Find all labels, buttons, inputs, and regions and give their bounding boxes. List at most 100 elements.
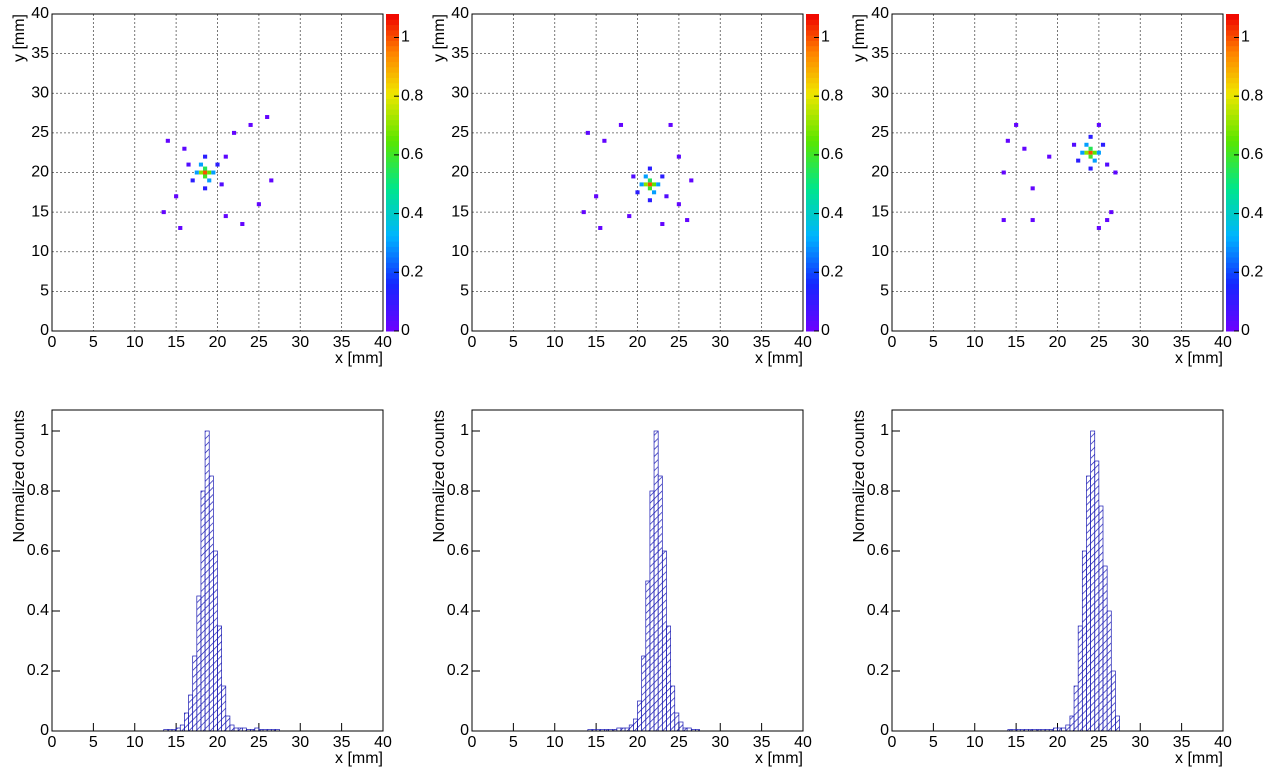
colorbar-tick-label: 0.2 xyxy=(1241,264,1263,281)
x-tick-label: 40 xyxy=(374,734,392,751)
colorbar-segment xyxy=(1226,56,1239,63)
colorbar-segment xyxy=(806,309,819,316)
y-tick-label: 0.8 xyxy=(27,482,49,499)
y-tick-label: 25 xyxy=(451,124,469,141)
heatmap-cell xyxy=(203,174,208,179)
heatmap-cell xyxy=(1109,210,1114,215)
colorbar-segment xyxy=(386,140,399,147)
x-tick-label: 40 xyxy=(794,734,812,751)
y-tick-label: 25 xyxy=(31,124,49,141)
heatmap-cell xyxy=(647,198,652,203)
colorbar-segment xyxy=(806,278,819,284)
colorbar-tick-label: 0.8 xyxy=(401,87,423,104)
x-tick-label: 0 xyxy=(468,734,477,751)
x-tick-label: 35 xyxy=(753,334,771,351)
y-tick-label: 1 xyxy=(460,422,469,439)
heatmap-cell xyxy=(685,218,690,223)
heatmap-cell xyxy=(1088,154,1093,159)
colorbar-segment xyxy=(386,235,399,242)
heatmap-cell xyxy=(618,122,624,127)
colorbar-segment xyxy=(386,72,399,78)
colorbar-segment xyxy=(386,325,399,332)
colorbar-segment xyxy=(386,114,399,121)
x-tick-label: 10 xyxy=(546,734,564,751)
x-axis-title: x [mm] xyxy=(755,350,803,367)
colorbar-segment xyxy=(386,161,399,168)
colorbar-segment xyxy=(806,230,819,237)
colorbar-tick-label: 0.8 xyxy=(1241,87,1263,104)
colorbar-segment xyxy=(1226,288,1239,295)
colorbar-segment xyxy=(806,140,819,147)
heatmap-cell xyxy=(1088,134,1093,139)
heatmap-cell xyxy=(598,225,603,230)
x-tick-label: 15 xyxy=(587,734,605,751)
colorbar-segment xyxy=(1226,66,1239,73)
colorbar-segment xyxy=(386,283,399,290)
colorbar-segment xyxy=(386,66,399,73)
y-axis-title: y [mm] xyxy=(431,14,448,62)
y-tick-label: 30 xyxy=(871,84,889,101)
x-tick-label: 10 xyxy=(126,334,144,351)
y-tick-label: 0 xyxy=(40,722,49,739)
colorbar-segment xyxy=(806,220,819,226)
colorbar-segment xyxy=(386,188,399,195)
histogram-bar xyxy=(1110,670,1116,732)
colorbar-segment xyxy=(806,35,819,41)
histogram-bar xyxy=(208,475,214,732)
histogram-bar xyxy=(204,430,210,732)
colorbar-segment xyxy=(1226,193,1239,200)
colorbar-segment xyxy=(806,40,819,47)
heatmap-cell xyxy=(689,178,694,183)
colorbar-segment xyxy=(806,135,819,142)
colorbar-segment xyxy=(806,320,819,327)
heatmap-cell xyxy=(223,214,228,219)
x-tick-label: 40 xyxy=(1214,334,1232,351)
heatmap-cell xyxy=(223,154,228,159)
colorbar-segment xyxy=(386,257,399,263)
colorbar-segment xyxy=(806,103,819,110)
x-tick-label: 0 xyxy=(48,734,57,751)
histogram-bar xyxy=(637,700,642,732)
y-tick-label: 0.6 xyxy=(867,542,889,559)
y-tick-label: 0.4 xyxy=(27,602,49,619)
colorbar-segment xyxy=(1226,109,1239,115)
x-tick-label: 40 xyxy=(374,334,392,351)
x-axis-title: x [mm] xyxy=(1175,750,1223,767)
colorbar-segment xyxy=(386,294,399,300)
heatmap-cell xyxy=(198,170,204,175)
histogram-bar xyxy=(1094,460,1100,732)
histogram-bar xyxy=(678,721,684,732)
colorbar-segment xyxy=(1226,35,1239,41)
histogram-bar xyxy=(188,694,194,732)
colorbar-segment xyxy=(386,193,399,200)
colorbar-segment xyxy=(806,235,819,242)
panel: 0 5 10 15 20 25 30 35 40 0 0.2 0.4 0.6 0.8 1 x [mm] Norm… xyxy=(431,409,812,767)
heatmap-cell xyxy=(1076,158,1081,163)
colorbar-segment xyxy=(386,225,399,232)
histogram-bar xyxy=(229,724,235,732)
colorbar-tick-label: 0.6 xyxy=(821,146,843,163)
colorbar-segment xyxy=(1226,320,1239,327)
colorbar-segment xyxy=(806,188,819,195)
colorbar-segment xyxy=(806,241,819,247)
colorbar-segment xyxy=(806,77,819,84)
x-tick-label: 30 xyxy=(291,734,309,751)
colorbar-segment xyxy=(386,183,399,189)
colorbar-segment xyxy=(806,251,819,258)
colorbar-segment xyxy=(1226,220,1239,226)
heatmap-cell xyxy=(676,202,681,207)
colorbar-segment xyxy=(1226,130,1239,137)
histogram-bar xyxy=(674,712,680,732)
histogram-bar xyxy=(633,718,638,732)
colorbar-segment xyxy=(1226,235,1239,242)
colorbar-segment xyxy=(386,209,399,216)
histogram-bar xyxy=(1090,430,1096,732)
heatmap-cell xyxy=(1022,146,1027,151)
x-tick-label: 15 xyxy=(167,734,185,751)
heatmap-cell xyxy=(203,186,208,191)
colorbar-segment xyxy=(1226,167,1239,173)
heatmap-cell xyxy=(231,130,237,135)
histogram-bar xyxy=(1098,505,1104,732)
colorbar-segment xyxy=(806,87,819,94)
